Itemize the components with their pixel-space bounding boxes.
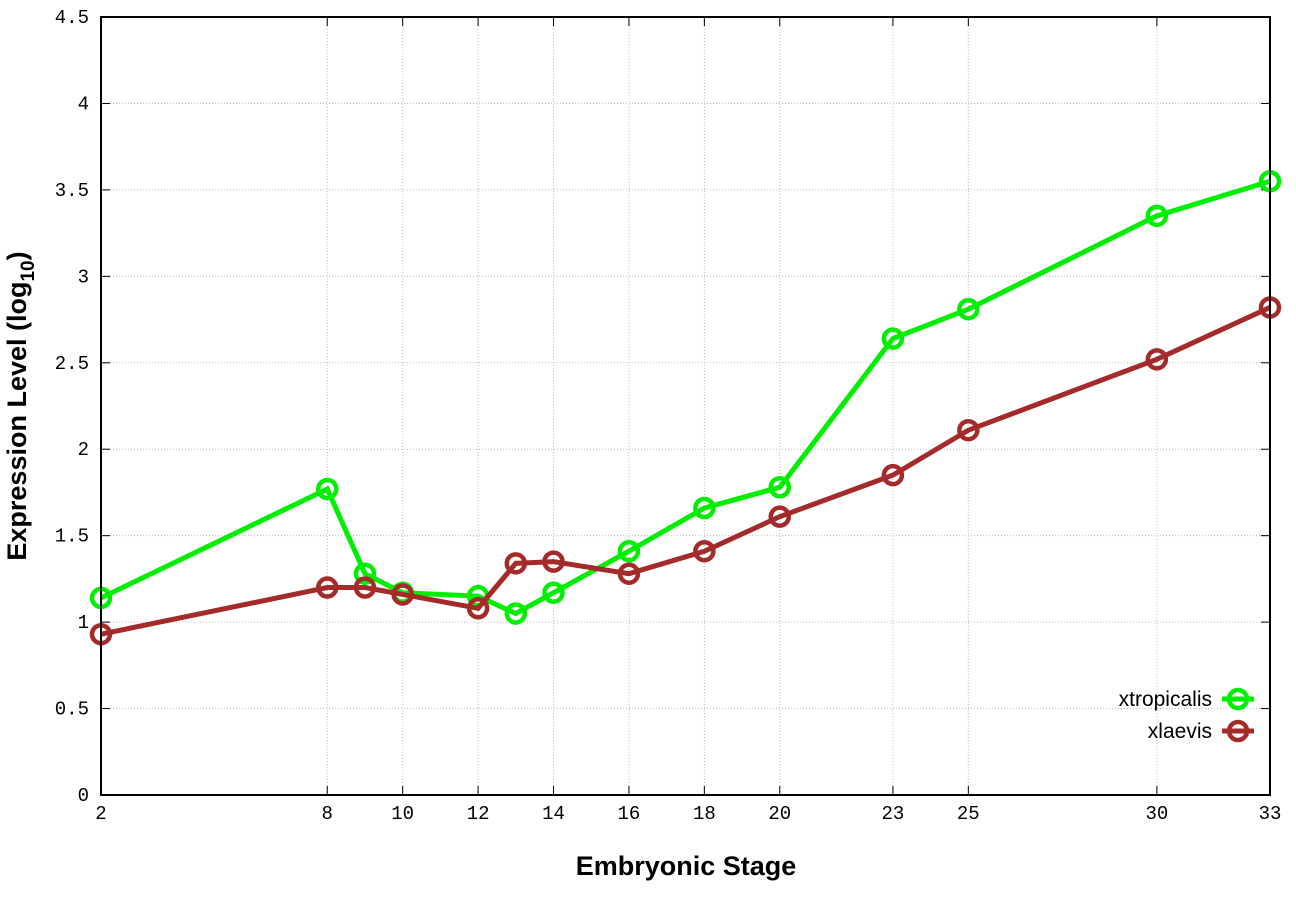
axis-ticks: 2 8 10 12 14 16 18 20 23 25 30 33 0 0.5 1 1.5 2 2.5 3 3.5 4 4…	[55, 7, 1282, 825]
legend-label: xlaevis	[1148, 720, 1212, 743]
x-tick-label: 25	[957, 803, 980, 825]
x-tick-label: 14	[542, 803, 565, 825]
y-tick-label: 2.5	[55, 353, 89, 375]
data-point-xtropicalis	[693, 496, 716, 520]
data-point-xtropicalis	[881, 327, 905, 350]
data-point-xlaevis	[466, 597, 490, 620]
data-point-xtropicalis	[542, 581, 565, 604]
data-point-xlaevis	[693, 539, 716, 563]
data-point-xtropicalis	[768, 476, 792, 499]
data-point-xlaevis	[391, 583, 414, 606]
x-tick-label: 20	[768, 803, 791, 825]
data-point-xtropicalis	[1145, 204, 1169, 228]
data-point-xtropicalis	[316, 477, 339, 501]
y-tick-label: 1.5	[55, 526, 89, 548]
x-tick-label: 23	[881, 803, 904, 825]
x-axis-label: Embryonic Stage	[576, 851, 797, 881]
series-group	[89, 169, 1282, 646]
data-point-xlaevis	[617, 562, 641, 585]
legend-label: xtropicalis	[1119, 688, 1212, 711]
x-tick-label: 30	[1145, 803, 1168, 825]
legend-marker	[1226, 719, 1250, 743]
y-tick-label: 0.5	[55, 699, 89, 721]
y-tick-label: 4.5	[55, 7, 89, 29]
data-point-xlaevis	[542, 550, 565, 573]
x-tick-label: 33	[1259, 803, 1282, 825]
x-tick-label: 2	[95, 803, 106, 825]
x-tick-label: 8	[322, 803, 333, 825]
y-tick-label: 3.5	[55, 180, 89, 202]
data-point-xtropicalis	[617, 539, 641, 563]
data-point-xtropicalis	[504, 602, 528, 625]
y-tick-label: 3	[78, 266, 89, 288]
data-point-xtropicalis	[957, 297, 980, 321]
legend: xtropicalis xlaevis	[1119, 687, 1254, 743]
x-tick-label: 16	[618, 803, 641, 825]
x-tick-label: 10	[391, 803, 414, 825]
data-point-xlaevis	[316, 576, 339, 599]
y-tick-label: 4	[78, 93, 89, 115]
y-tick-label: 1	[78, 612, 89, 634]
plot-frame	[100, 16, 1271, 796]
legend-marker	[1226, 687, 1250, 711]
data-point-xlaevis	[881, 463, 905, 487]
data-point-xlaevis	[1145, 348, 1169, 371]
data-point-xlaevis	[353, 576, 377, 599]
x-tick-label: 12	[467, 803, 490, 825]
data-point-xlaevis	[768, 505, 792, 528]
series-line-xlaevis	[100, 305, 1272, 637]
data-point-xtropicalis	[353, 562, 377, 585]
series-line-xtropicalis	[99, 178, 1271, 617]
y-tick-label: 0	[78, 785, 89, 807]
y-axis-label: Expression Level (log10)	[2, 251, 39, 560]
grid	[100, 16, 1271, 796]
x-tick-label: 18	[693, 803, 716, 825]
y-tick-label: 2	[78, 439, 89, 461]
data-point-xlaevis	[504, 552, 528, 575]
data-point-xlaevis	[957, 418, 980, 442]
